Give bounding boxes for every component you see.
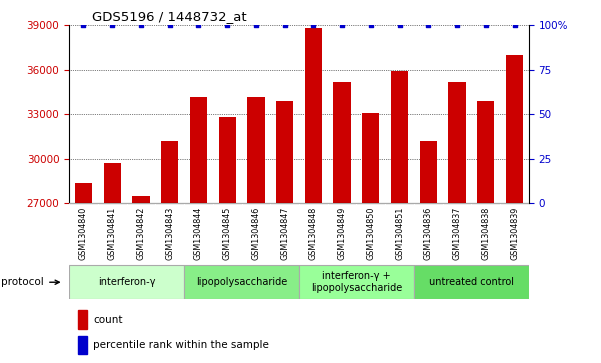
Point (481, 23, 490, 28)
Point (510, 23, 519, 28)
Text: GSM1304843: GSM1304843 (165, 206, 174, 260)
FancyBboxPatch shape (184, 265, 299, 299)
Point (136, 23, 146, 28)
Text: percentile rank within the sample: percentile rank within the sample (94, 340, 269, 350)
Text: GSM1304845: GSM1304845 (222, 206, 231, 260)
Text: GSM1304851: GSM1304851 (395, 206, 404, 260)
FancyBboxPatch shape (69, 265, 184, 299)
Bar (362, 113, 379, 203)
Point (194, 23, 203, 28)
Bar (391, 72, 408, 203)
Text: GSM1304837: GSM1304837 (453, 206, 462, 260)
Text: GSM1304846: GSM1304846 (251, 206, 260, 260)
Text: GSM1304844: GSM1304844 (194, 206, 203, 260)
Point (395, 23, 404, 28)
Text: GSM1304842: GSM1304842 (136, 206, 145, 260)
Text: GSM1304839: GSM1304839 (510, 206, 519, 260)
Bar (78, 310, 87, 329)
Point (366, 23, 376, 28)
FancyBboxPatch shape (414, 265, 529, 299)
Point (165, 23, 174, 28)
Bar (190, 97, 207, 203)
Text: GSM1304838: GSM1304838 (481, 206, 490, 260)
Point (337, 23, 347, 28)
Point (452, 23, 462, 28)
Text: GSM1304850: GSM1304850 (367, 206, 376, 260)
Text: lipopolysaccharide: lipopolysaccharide (196, 277, 287, 287)
Text: protocol: protocol (1, 277, 59, 287)
Text: GSM1304848: GSM1304848 (309, 206, 318, 260)
Bar (506, 55, 523, 203)
Bar (247, 97, 264, 203)
Point (108, 23, 117, 28)
Bar (75, 183, 92, 203)
Bar (477, 101, 495, 203)
Text: GSM1304840: GSM1304840 (79, 206, 88, 260)
Text: interferon-γ +
lipopolysaccharide: interferon-γ + lipopolysaccharide (311, 272, 402, 293)
Point (79, 23, 88, 28)
Bar (419, 141, 437, 203)
Point (280, 23, 290, 28)
Text: GSM1304849: GSM1304849 (338, 206, 347, 260)
FancyBboxPatch shape (299, 265, 414, 299)
Point (222, 23, 232, 28)
Text: GSM1304836: GSM1304836 (424, 206, 433, 260)
Point (251, 23, 261, 28)
Point (308, 23, 318, 28)
Text: GSM1304847: GSM1304847 (280, 206, 289, 260)
Text: GSM1304841: GSM1304841 (108, 206, 117, 260)
Bar (161, 141, 178, 203)
Text: untreated control: untreated control (429, 277, 514, 287)
Bar (334, 82, 351, 203)
Bar (103, 163, 121, 203)
Text: GDS5196 / 1448732_at: GDS5196 / 1448732_at (92, 10, 247, 23)
Bar (78, 336, 87, 354)
Bar (276, 101, 293, 203)
Bar (219, 117, 236, 203)
Point (424, 23, 433, 28)
Text: interferon-γ: interferon-γ (98, 277, 155, 287)
Bar (448, 82, 466, 203)
Bar (305, 28, 322, 203)
Bar (132, 196, 150, 203)
Text: count: count (94, 315, 123, 325)
